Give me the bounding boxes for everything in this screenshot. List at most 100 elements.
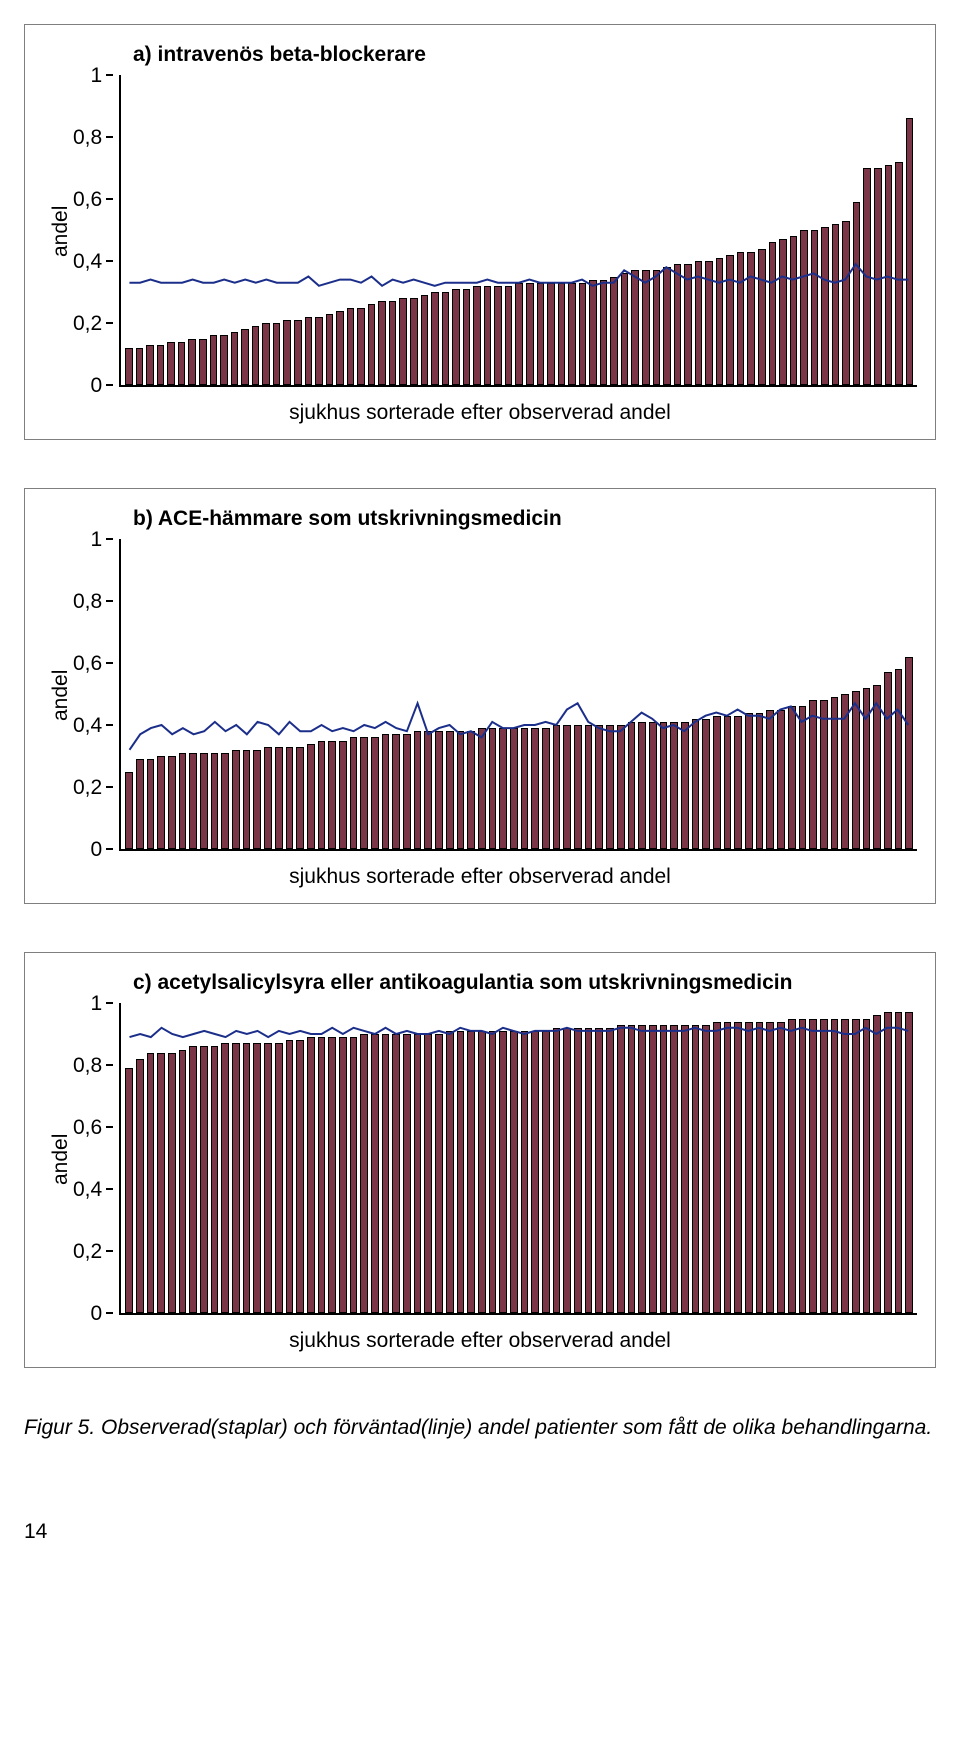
bar xyxy=(681,1025,689,1313)
y-tick-label: 1 xyxy=(91,65,103,86)
bar xyxy=(895,162,903,385)
bar xyxy=(336,311,344,385)
bar xyxy=(484,286,492,385)
bar xyxy=(463,289,471,385)
y-axis-ticks: 10,80,60,40,20 xyxy=(73,1003,119,1313)
bar xyxy=(660,722,668,849)
bar xyxy=(660,1025,668,1313)
bar xyxy=(734,1022,742,1313)
bar xyxy=(264,747,272,849)
bar xyxy=(663,267,671,385)
bar xyxy=(790,236,798,385)
bar xyxy=(873,685,881,849)
bar xyxy=(262,323,270,385)
bar xyxy=(852,691,860,849)
bar xyxy=(189,1046,197,1313)
bar xyxy=(286,747,294,849)
plot-area xyxy=(119,1003,917,1315)
bar xyxy=(542,728,550,849)
bar xyxy=(221,1043,229,1313)
y-axis-ticks: 10,80,60,40,20 xyxy=(73,75,119,385)
y-tick-label: 0,2 xyxy=(73,313,102,334)
bar xyxy=(371,1034,379,1313)
bar xyxy=(467,731,475,849)
bar xyxy=(442,292,450,385)
bar xyxy=(809,1019,817,1314)
bar xyxy=(452,289,460,385)
figure-caption: Figur 5. Observerad(staplar) och förvänt… xyxy=(24,1416,936,1440)
bar xyxy=(628,722,636,849)
bar xyxy=(563,1028,571,1313)
bar xyxy=(389,301,397,385)
x-axis-label: sjukhus sorterade efter observerad andel xyxy=(43,865,917,889)
bar xyxy=(382,734,390,849)
bar xyxy=(467,1031,475,1313)
bar xyxy=(799,706,807,849)
bar xyxy=(494,286,502,385)
plot-area xyxy=(119,75,917,387)
bar xyxy=(368,304,376,385)
bar xyxy=(585,725,593,849)
chart-panel-c: c) acetylsalicylsyra eller antikoagulant… xyxy=(24,952,936,1368)
bar xyxy=(446,731,454,849)
bar xyxy=(339,741,347,850)
bar xyxy=(756,713,764,849)
y-tick-label: 0,2 xyxy=(73,1241,102,1262)
bar xyxy=(638,722,646,849)
page-number: 14 xyxy=(24,1520,936,1544)
bar xyxy=(350,737,358,849)
bar xyxy=(617,1025,625,1313)
bar xyxy=(499,1031,507,1313)
bar xyxy=(188,339,196,386)
bar xyxy=(841,1019,849,1314)
chart-panel-a: a) intravenös beta-blockerareandel10,80,… xyxy=(24,24,936,440)
y-tick-label: 0,6 xyxy=(73,1117,102,1138)
bar xyxy=(378,301,386,385)
chart-title-b: b) ACE-hämmare som utskrivningsmedicin xyxy=(133,507,917,531)
bar xyxy=(713,716,721,849)
bar xyxy=(521,1031,529,1313)
bar xyxy=(769,242,777,385)
bar xyxy=(692,719,700,849)
y-tick-label: 0,4 xyxy=(73,251,102,272)
bar xyxy=(318,741,326,850)
bar xyxy=(296,747,304,849)
bar xyxy=(347,308,355,386)
bar xyxy=(906,118,914,385)
bar xyxy=(799,1019,807,1314)
bar xyxy=(734,716,742,849)
y-axis-label: andel xyxy=(43,75,73,387)
bar xyxy=(243,1043,251,1313)
bar xyxy=(318,1037,326,1313)
bar xyxy=(758,249,766,385)
bar xyxy=(737,252,745,385)
plot-area xyxy=(119,539,917,851)
bars-group xyxy=(121,539,917,849)
bar xyxy=(275,747,283,849)
bar xyxy=(328,741,336,850)
bar xyxy=(125,772,133,850)
bar xyxy=(788,706,796,849)
bar xyxy=(777,1022,785,1313)
bar xyxy=(360,737,368,849)
bar xyxy=(328,1037,336,1313)
y-tick-label: 0,8 xyxy=(73,1055,102,1076)
bar xyxy=(809,700,817,849)
bar xyxy=(726,255,734,385)
bar xyxy=(326,314,334,385)
bar xyxy=(631,270,639,385)
bar xyxy=(521,728,529,849)
y-tick-label: 0,8 xyxy=(73,127,102,148)
bar xyxy=(252,326,260,385)
bar xyxy=(510,1031,518,1313)
bar xyxy=(705,261,713,385)
bar xyxy=(779,239,787,385)
bar xyxy=(873,1015,881,1313)
y-tick-label: 1 xyxy=(91,529,103,550)
bar xyxy=(125,348,133,385)
bar xyxy=(167,342,175,385)
bar xyxy=(371,737,379,849)
bar xyxy=(243,750,251,849)
bar xyxy=(537,283,545,385)
bar xyxy=(147,1053,155,1313)
